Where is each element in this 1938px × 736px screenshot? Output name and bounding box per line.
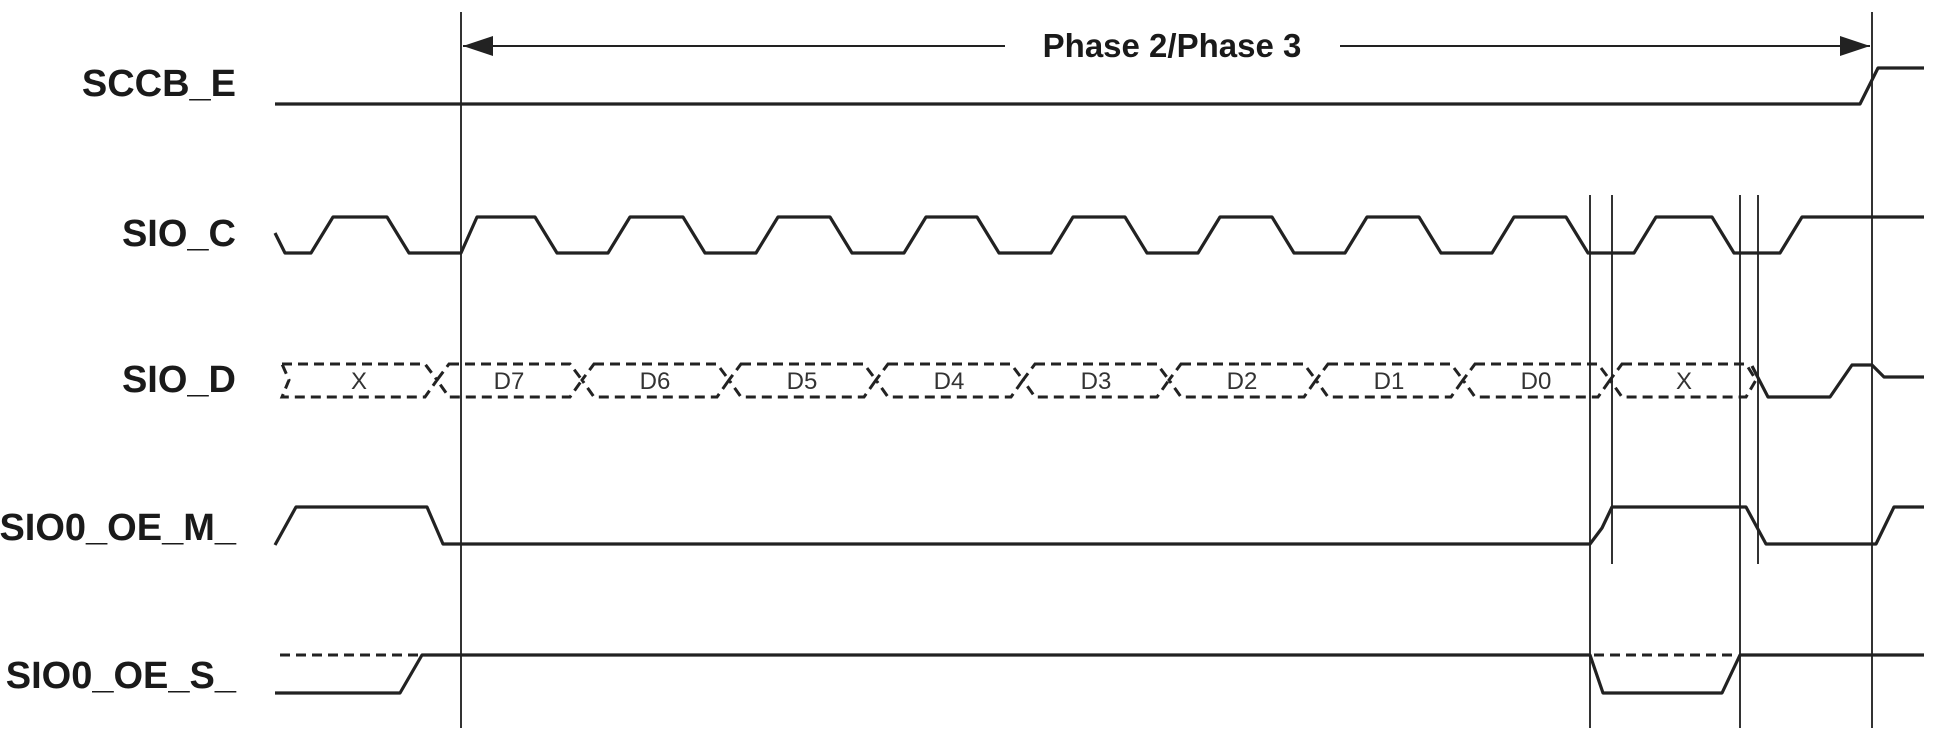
waveform-sio-d: X D7 D6 D5 D4 D3 D2 D1 D0 X — [279, 362, 1924, 399]
signal-label-sio-d: SIO_D — [122, 359, 236, 401]
data-segment-label: D5 — [787, 368, 818, 395]
data-segment — [1021, 362, 1171, 399]
data-segment-label: X — [1676, 368, 1692, 395]
reference-lines — [460, 12, 1873, 728]
signal-label-sccb-e: SCCB_E — [82, 63, 236, 105]
data-segment-label: D4 — [934, 368, 965, 395]
data-segment — [279, 362, 439, 399]
waveform-sio-c — [273, 215, 1924, 255]
phase-label: Phase 2/Phase 3 — [1043, 27, 1302, 64]
waveform-sio0-oe-m — [273, 505, 1924, 546]
data-segment-label: X — [351, 368, 367, 395]
data-segment — [1314, 362, 1465, 399]
data-segment-label: D6 — [640, 368, 671, 395]
waveform-sio0-oe-s — [275, 653, 1924, 695]
waveform-sccb-e — [275, 66, 1924, 106]
data-segment — [435, 362, 584, 399]
data-segment-label: D3 — [1081, 368, 1112, 395]
phase-span-arrow: Phase 2/Phase 3 — [463, 27, 1870, 64]
data-segment — [1608, 362, 1758, 399]
data-segment — [727, 362, 878, 399]
data-segment — [580, 362, 731, 399]
data-segment — [1167, 362, 1318, 399]
arrowhead-right-icon — [1840, 36, 1870, 56]
data-segment-label: D7 — [494, 368, 525, 395]
data-segment-label: D1 — [1374, 368, 1405, 395]
arrowhead-left-icon — [463, 36, 493, 56]
signal-label-sio-c: SIO_C — [122, 213, 236, 255]
data-segment — [1461, 362, 1612, 399]
data-segment-label: D0 — [1521, 368, 1552, 395]
waveform-sio-d-tail — [1750, 363, 1924, 399]
signal-label-sio0-oe-s: SIO0_OE_S_ — [6, 655, 237, 697]
data-segment-label: D2 — [1227, 368, 1258, 395]
data-segment — [874, 362, 1025, 399]
signal-label-sio0-oe-m: SIO0_OE_M_ — [0, 507, 237, 549]
